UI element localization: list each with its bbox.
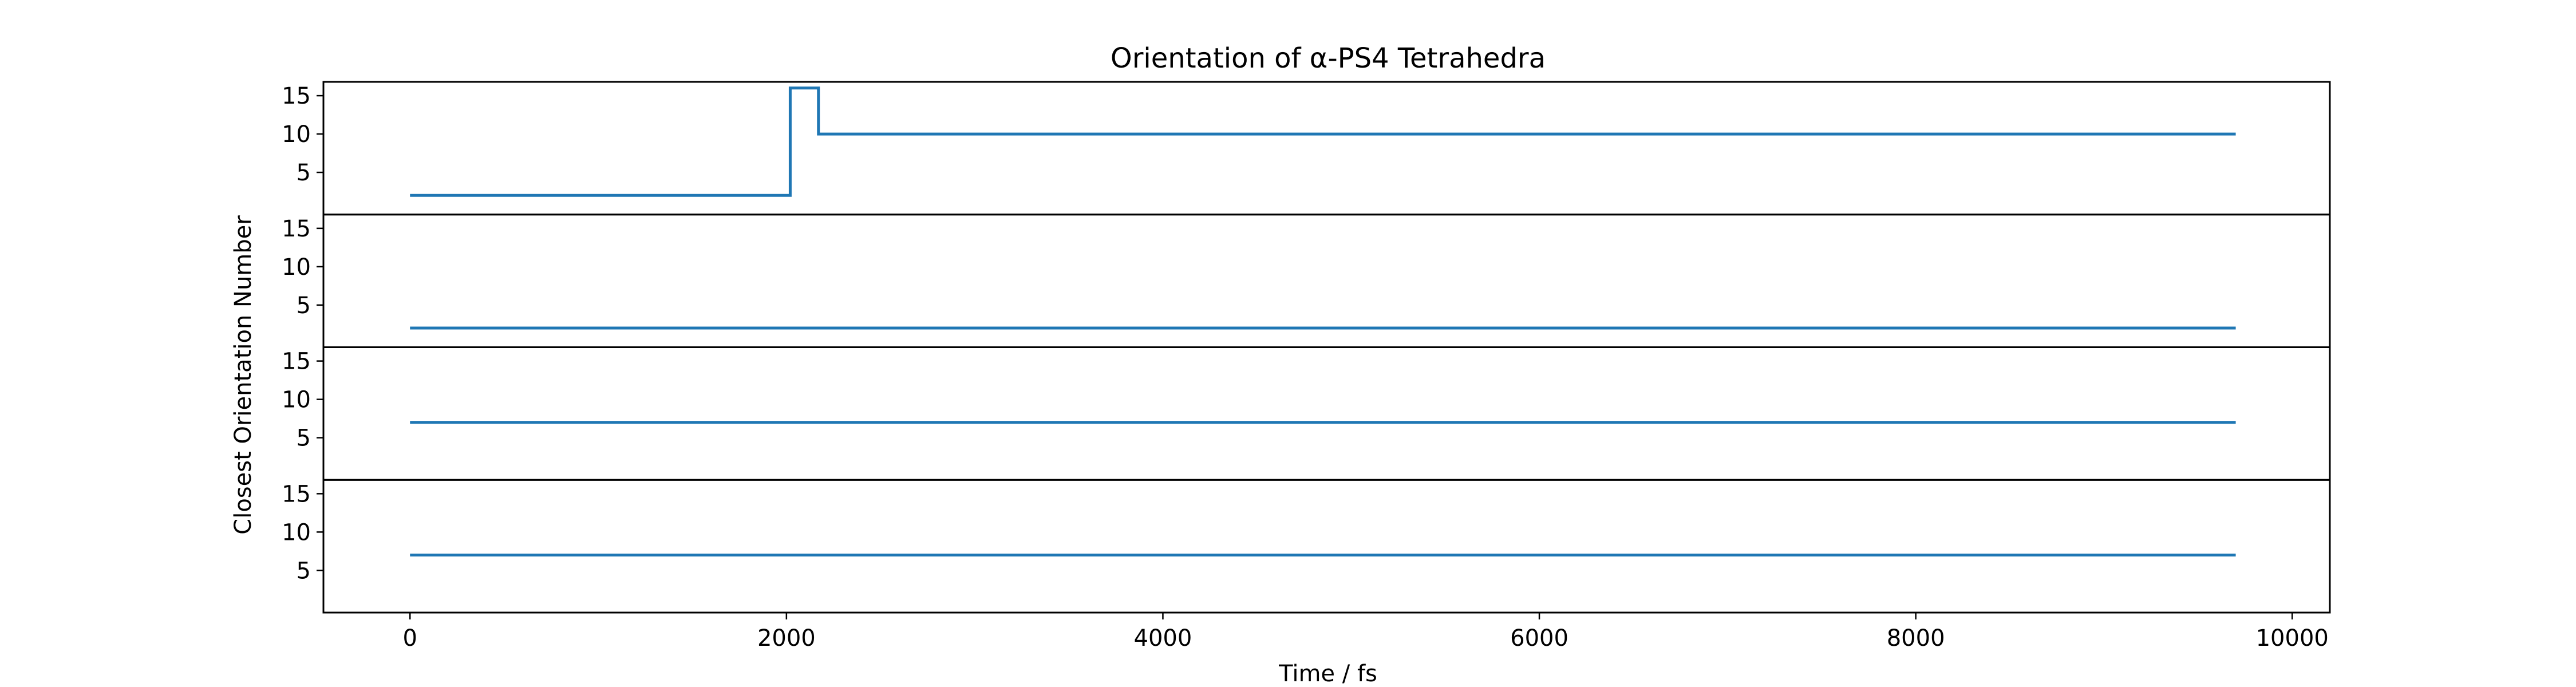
series-line-subplot-1 (410, 86, 2236, 197)
plot-area: 5 10 15 5 10 15 5 10 15 5 10 15 (282, 81, 2331, 614)
subplot-3: 5 10 15 (282, 346, 2331, 481)
chart-title: Orientation of α-PS4 Tetrahedra (1111, 42, 1546, 74)
y-tick-label: 10 (282, 254, 311, 281)
y-tick-label: 15 (282, 216, 311, 242)
y-tick-label: 5 (297, 425, 311, 452)
subplot-frame (322, 479, 2331, 614)
x-tick-label: 2000 (757, 625, 816, 652)
y-tick-label: 10 (282, 519, 311, 546)
subplot-frame (322, 346, 2331, 481)
y-tick-label: 5 (297, 558, 311, 584)
y-tick-label: 15 (282, 481, 311, 507)
x-axis-label: Time / fs (1278, 661, 1377, 687)
y-axis-label: Closest Orientation Number (230, 215, 256, 535)
x-tick-label: 6000 (1510, 625, 1568, 652)
x-tick-label: 4000 (1134, 625, 1192, 652)
subplot-4: 5 10 15 (282, 479, 2331, 614)
y-tick-label: 5 (297, 293, 311, 319)
x-axis: 0 2000 4000 6000 8000 10000 (403, 613, 2329, 652)
x-tick-label: 10000 (2256, 625, 2329, 652)
y-tick-label: 15 (282, 349, 311, 375)
subplot-2: 5 10 15 (282, 214, 2331, 348)
x-tick-label: 8000 (1887, 625, 1945, 652)
y-tick-label: 5 (297, 160, 311, 186)
subplot-1: 5 10 15 (282, 81, 2331, 216)
y-tick-label: 10 (282, 121, 311, 148)
x-tick-label: 0 (403, 625, 417, 652)
y-tick-label: 10 (282, 387, 311, 413)
y-tick-label: 15 (282, 83, 311, 109)
